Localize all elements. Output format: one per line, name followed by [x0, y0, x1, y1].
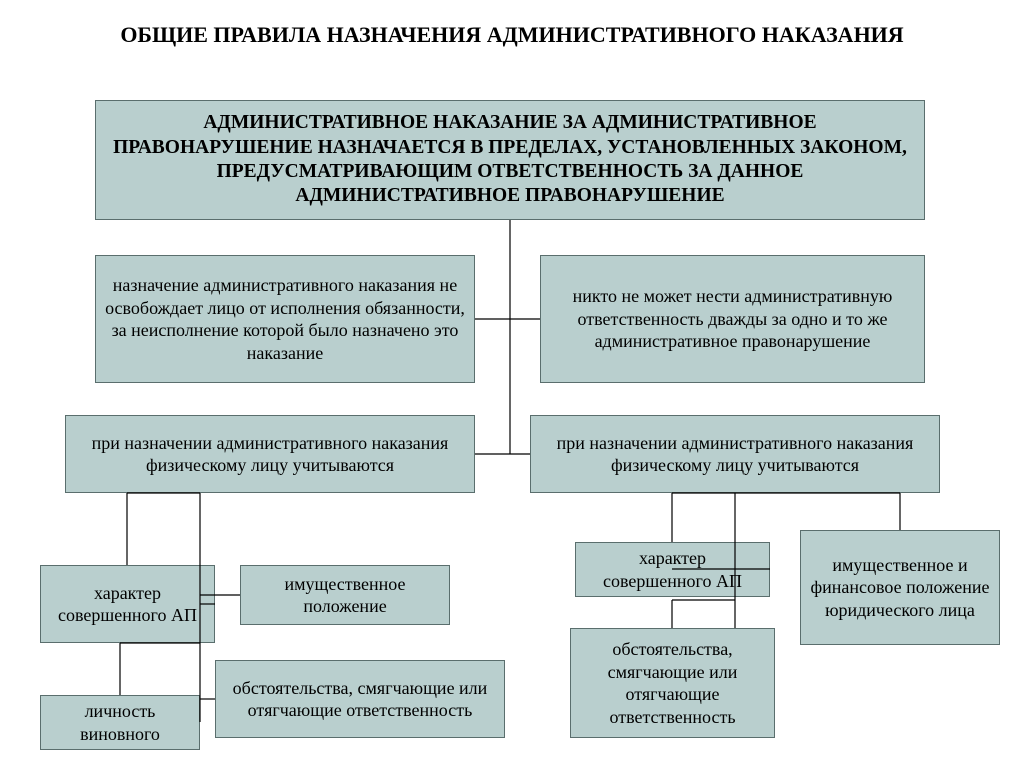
- box-b4: при назначении административного наказан…: [530, 415, 940, 493]
- box-c4: личность виновного: [40, 695, 200, 750]
- root-box: АДМИНИСТРАТИВНОЕ НАКАЗАНИЕ ЗА АДМИНИСТРА…: [95, 100, 925, 220]
- box-d2: имущественное и финансовое положение юри…: [800, 530, 1000, 645]
- box-c3: обстоятельства, смягчающие или отягчающи…: [215, 660, 505, 738]
- box-d3: обстоятельства, смягчающие или отягчающи…: [570, 628, 775, 738]
- box-d1: характер совершенного АП: [575, 542, 770, 597]
- box-b1: назначение административного наказания н…: [95, 255, 475, 383]
- box-b3: при назначении административного наказан…: [65, 415, 475, 493]
- box-c1: характер совершенного АП: [40, 565, 215, 643]
- diagram-title: ОБЩИЕ ПРАВИЛА НАЗНАЧЕНИЯ АДМИНИСТРАТИВНО…: [0, 20, 1024, 50]
- box-c2: имущественное положение: [240, 565, 450, 625]
- box-b2: никто не может нести административную от…: [540, 255, 925, 383]
